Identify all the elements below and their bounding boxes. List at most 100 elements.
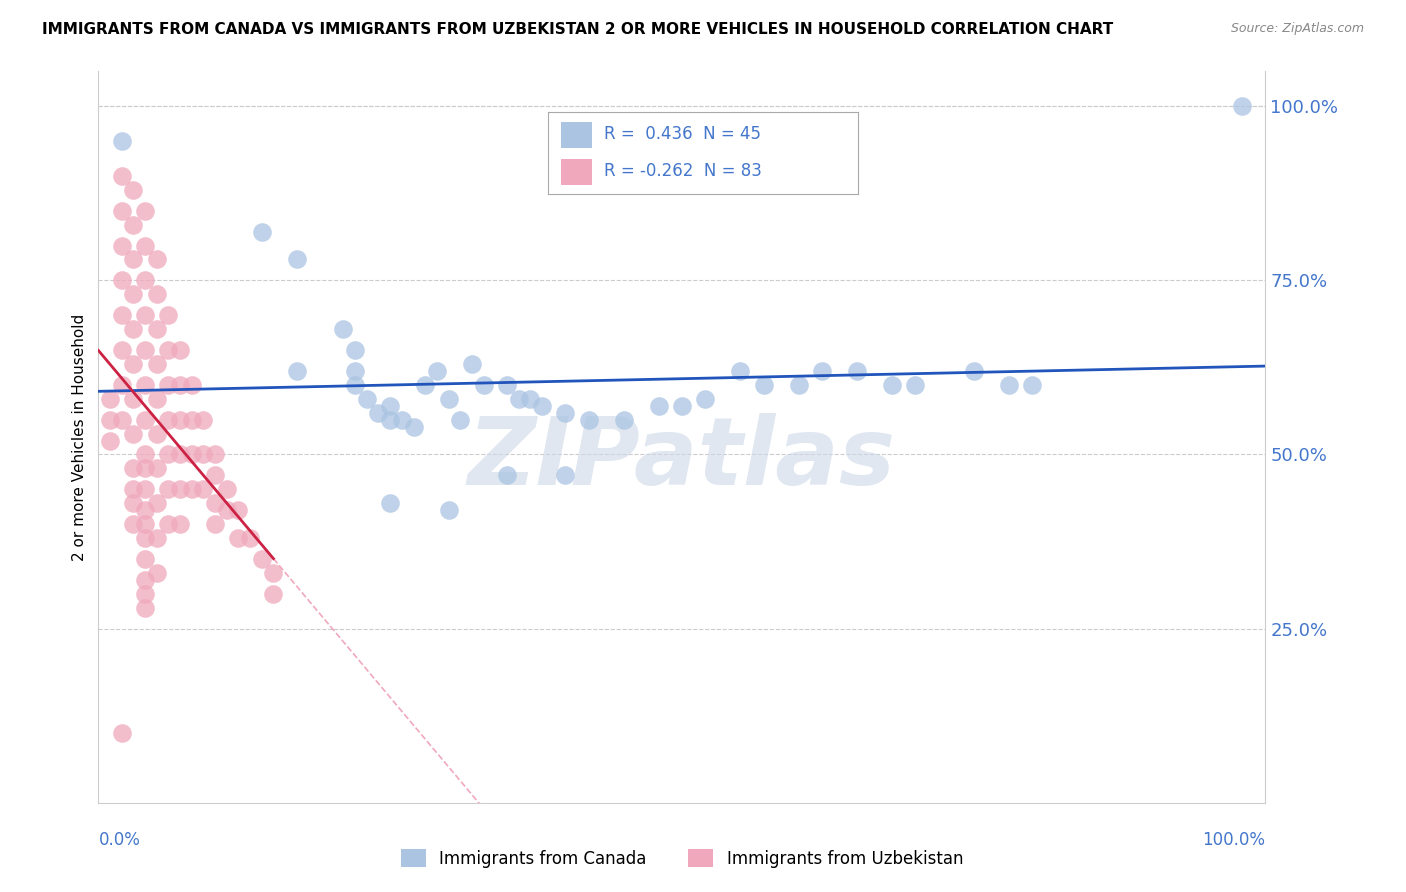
Point: [262, 587, 284, 601]
Point: [134, 203, 156, 218]
Point: [134, 273, 156, 287]
Point: [449, 412, 471, 426]
Text: IMMIGRANTS FROM CANADA VS IMMIGRANTS FROM UZBEKISTAN 2 OR MORE VEHICLES IN HOUSE: IMMIGRANTS FROM CANADA VS IMMIGRANTS FRO…: [42, 22, 1114, 37]
Point: [122, 461, 145, 475]
Point: [122, 287, 145, 301]
Point: [146, 461, 169, 475]
Point: [204, 468, 226, 483]
Point: [578, 412, 600, 426]
Point: [157, 412, 180, 426]
Point: [134, 448, 156, 462]
Point: [1230, 99, 1253, 113]
Point: [962, 364, 984, 378]
Point: [344, 377, 367, 392]
Text: 100.0%: 100.0%: [1202, 830, 1265, 848]
Point: [193, 483, 215, 497]
Point: [239, 531, 262, 545]
Point: [111, 273, 134, 287]
Point: [285, 364, 308, 378]
Point: [122, 496, 145, 510]
Point: [250, 552, 273, 566]
Point: [146, 357, 169, 371]
Point: [496, 468, 519, 483]
Point: [122, 426, 145, 441]
Point: [146, 531, 169, 545]
Point: [496, 377, 519, 392]
Point: [413, 377, 436, 392]
Point: [332, 322, 354, 336]
Point: [461, 357, 484, 371]
Point: [180, 377, 202, 392]
Point: [169, 448, 191, 462]
Point: [846, 364, 869, 378]
Point: [344, 343, 367, 357]
Point: [111, 134, 134, 148]
Point: [344, 364, 367, 378]
Point: [472, 377, 495, 392]
Point: [519, 392, 541, 406]
Point: [193, 412, 215, 426]
Point: [787, 377, 810, 392]
Point: [134, 503, 156, 517]
Point: [530, 399, 553, 413]
Point: [647, 399, 669, 413]
Point: [134, 552, 156, 566]
Point: [193, 448, 215, 462]
Point: [204, 517, 226, 532]
Point: [997, 377, 1019, 392]
Point: [169, 517, 191, 532]
Point: [122, 252, 145, 267]
Point: [146, 287, 169, 301]
Point: [730, 364, 752, 378]
Point: [380, 399, 402, 413]
Point: [134, 573, 156, 587]
Point: [111, 377, 134, 392]
Point: [122, 218, 145, 232]
Point: [380, 412, 402, 426]
Point: [134, 517, 156, 532]
Point: [508, 392, 530, 406]
Point: [146, 426, 169, 441]
Point: [180, 412, 202, 426]
Point: [554, 406, 576, 420]
Point: [426, 364, 449, 378]
Point: [671, 399, 693, 413]
Point: [134, 308, 156, 322]
Point: [157, 517, 180, 532]
Point: [134, 377, 156, 392]
Point: [122, 392, 145, 406]
Point: [169, 483, 191, 497]
Point: [98, 412, 121, 426]
Point: [146, 496, 169, 510]
Point: [134, 343, 156, 357]
Point: [111, 726, 134, 740]
Point: [169, 377, 191, 392]
Point: [228, 503, 250, 517]
Point: [134, 483, 156, 497]
Point: [180, 448, 202, 462]
Point: [1021, 377, 1043, 392]
Point: [111, 412, 134, 426]
Point: [122, 183, 145, 197]
Text: R = -0.262  N = 83: R = -0.262 N = 83: [605, 162, 762, 180]
Point: [904, 377, 927, 392]
Text: ZIPatlas: ZIPatlas: [468, 413, 896, 505]
Point: [380, 496, 402, 510]
Point: [285, 252, 308, 267]
Point: [402, 419, 425, 434]
Text: Source: ZipAtlas.com: Source: ZipAtlas.com: [1230, 22, 1364, 36]
Point: [134, 531, 156, 545]
Point: [98, 392, 121, 406]
Point: [122, 322, 145, 336]
Point: [157, 308, 180, 322]
Point: [215, 483, 238, 497]
Point: [157, 377, 180, 392]
Point: [134, 412, 156, 426]
Point: [437, 392, 460, 406]
Point: [146, 322, 169, 336]
Point: [391, 412, 413, 426]
Point: [367, 406, 389, 420]
Point: [228, 531, 250, 545]
Point: [122, 357, 145, 371]
Point: [204, 496, 226, 510]
